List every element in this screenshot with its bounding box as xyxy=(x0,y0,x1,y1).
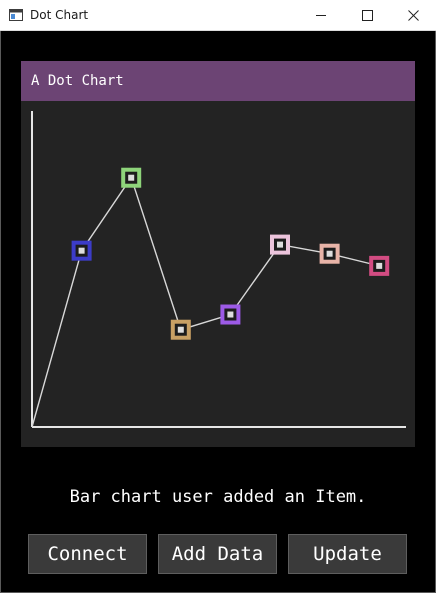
maximize-button[interactable] xyxy=(344,0,390,31)
data-point-center xyxy=(177,326,184,333)
status-message: Bar chart user added an Item. xyxy=(69,487,367,507)
chart-panel-header: A Dot Chart xyxy=(21,61,415,101)
add-data-button[interactable]: Add Data xyxy=(158,534,277,574)
data-point-center xyxy=(78,247,85,254)
close-button[interactable] xyxy=(390,0,436,31)
series-line xyxy=(31,176,380,428)
update-button[interactable]: Update xyxy=(288,534,407,574)
connect-button[interactable]: Connect xyxy=(28,534,147,574)
data-point-center xyxy=(277,241,283,248)
close-icon xyxy=(407,10,419,21)
app-window-icon xyxy=(9,9,23,21)
chart-panel: A Dot Chart xyxy=(21,61,415,447)
dot-chart xyxy=(31,111,406,428)
maximize-icon xyxy=(361,10,373,21)
data-point-center xyxy=(326,250,333,257)
title-bar: Dot Chart xyxy=(0,0,436,31)
minimize-button[interactable] xyxy=(298,0,344,31)
data-point-center xyxy=(227,311,234,318)
data-point-center xyxy=(128,174,135,181)
minimize-icon xyxy=(315,15,326,16)
data-point-center xyxy=(376,262,383,269)
window-title: Dot Chart xyxy=(30,8,89,22)
chart-title: A Dot Chart xyxy=(31,73,124,89)
